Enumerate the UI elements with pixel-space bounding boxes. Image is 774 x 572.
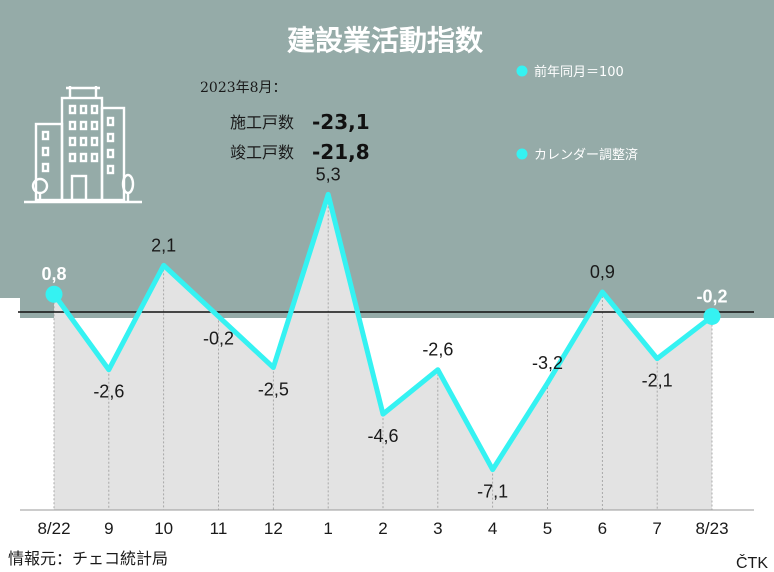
data-label-layer: 0,8 -2,6 2,1 -0,2 -2,5 5,3 -4,6 -2,6 -7,1 -3,2 0,9… — [41, 164, 727, 501]
data-label: -3,2 — [532, 353, 563, 373]
x-tick-label: 10 — [154, 519, 173, 538]
data-label: -4,6 — [367, 426, 398, 446]
x-tick-label: 3 — [433, 519, 442, 538]
starts-label: 施工戸数 — [230, 113, 294, 132]
x-tick-label: 2 — [378, 519, 387, 538]
series-line — [51, 191, 715, 473]
data-label: -2,6 — [93, 382, 124, 402]
data-label: -0,2 — [203, 328, 234, 348]
series-point-end — [703, 307, 721, 325]
x-tick-label: 1 — [323, 519, 332, 538]
chart-title: 建設業活動指数 — [287, 24, 484, 57]
vertical-gridlines — [20, 194, 754, 511]
x-tick-label: 11 — [210, 519, 228, 538]
x-axis-tick-layer: 8/22 9 10 11 12 1 2 3 4 5 6 7 8/23 — [37, 519, 728, 538]
data-label: -2,6 — [422, 340, 453, 360]
x-tick-label: 9 — [104, 519, 113, 538]
starts-value: -23,1 — [312, 110, 370, 134]
x-tick-label: 7 — [652, 519, 661, 538]
period-label: 2023年8月： — [200, 80, 287, 96]
data-label: 0,9 — [590, 262, 615, 282]
header-panel-notch — [0, 298, 20, 318]
header-panel — [0, 0, 774, 318]
legend-marker-2 — [516, 148, 528, 160]
data-label: -7,1 — [477, 482, 508, 502]
series-layer — [45, 191, 721, 473]
legend-marker-1 — [516, 65, 528, 77]
data-label: 0,8 — [41, 264, 66, 284]
building-icon — [24, 86, 142, 204]
completions-value: -21,8 — [312, 140, 370, 164]
legend-item-1: 前年同月＝100 — [534, 64, 624, 80]
x-tick-label: 8/23 — [695, 519, 728, 538]
data-label: -2,1 — [642, 371, 673, 391]
x-tick-label: 8/22 — [37, 519, 70, 538]
data-label: -2,5 — [258, 380, 289, 400]
series-point-start — [45, 285, 63, 303]
data-label: 5,3 — [316, 164, 341, 184]
x-tick-label: 4 — [488, 519, 497, 538]
x-tick-label: 6 — [598, 519, 607, 538]
legend-item-2: カレンダー調整済 — [534, 147, 638, 163]
source-note: 情報元：チェコ統計局 — [8, 549, 168, 568]
agency-credit: ČTK — [736, 553, 768, 572]
x-tick-label: 5 — [543, 519, 552, 538]
x-tick-label: 12 — [264, 519, 283, 538]
data-label: 2,1 — [151, 235, 176, 255]
legend: 前年同月＝100 カレンダー調整済 — [516, 64, 638, 163]
data-label: -0,2 — [696, 286, 727, 306]
completions-label: 竣工戸数 — [230, 143, 294, 162]
